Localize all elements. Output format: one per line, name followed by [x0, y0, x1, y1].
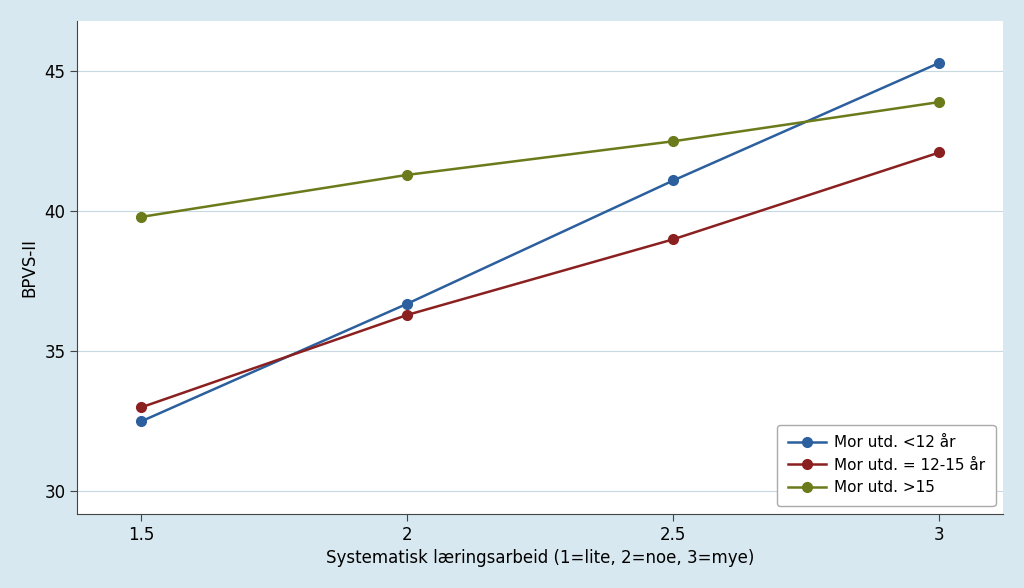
Mor utd. >15 [667, 138, 679, 145]
X-axis label: Systematisk læringsarbeid (1=lite, 2=noe, 3=mye): Systematisk læringsarbeid (1=lite, 2=noe… [326, 549, 755, 567]
Mor utd. <12 år [933, 59, 945, 66]
Mor utd. <12 år [401, 300, 414, 308]
Mor utd. = 12-15 år [667, 236, 679, 243]
Mor utd. <12 år [667, 177, 679, 184]
Legend: Mor utd. <12 år, Mor utd. = 12-15 år, Mor utd. >15: Mor utd. <12 år, Mor utd. = 12-15 år, Mo… [777, 425, 995, 506]
Mor utd. >15 [401, 171, 414, 178]
Line: Mor utd. = 12-15 år: Mor utd. = 12-15 år [136, 148, 944, 412]
Mor utd. = 12-15 år [135, 404, 147, 411]
Mor utd. = 12-15 år [401, 312, 414, 319]
Mor utd. = 12-15 år [933, 149, 945, 156]
Mor utd. <12 år [135, 418, 147, 425]
Line: Mor utd. <12 år: Mor utd. <12 år [136, 58, 944, 426]
Line: Mor utd. >15: Mor utd. >15 [136, 97, 944, 222]
Mor utd. >15 [135, 213, 147, 220]
Mor utd. >15 [933, 99, 945, 106]
Y-axis label: BPVS-II: BPVS-II [20, 238, 39, 297]
